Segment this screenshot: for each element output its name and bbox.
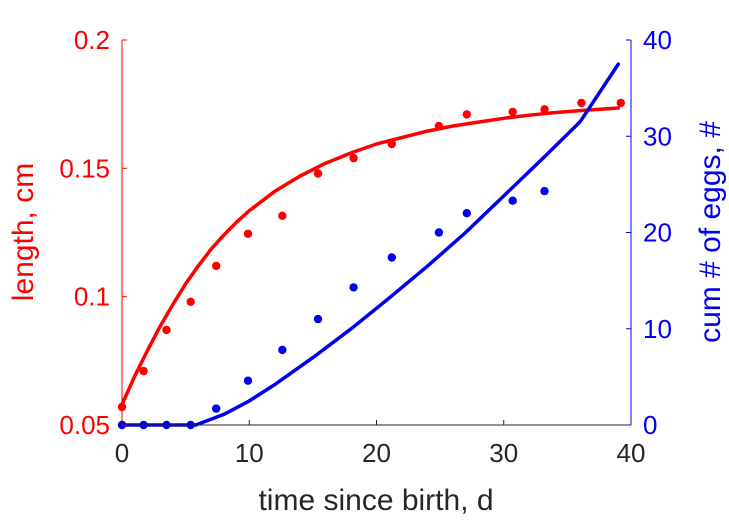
length-data-point bbox=[349, 153, 358, 163]
series-layer bbox=[117, 62, 625, 430]
right-y-tick-label: 30 bbox=[643, 121, 672, 151]
left-axis-label: length, cm bbox=[7, 163, 40, 301]
right-y-tick-label: 40 bbox=[643, 25, 672, 55]
left-y-tick-label: 0.2 bbox=[74, 25, 110, 55]
x-tick-label: 10 bbox=[235, 438, 264, 468]
right-y-tick-label: 20 bbox=[643, 218, 672, 248]
length-data-point bbox=[212, 261, 221, 271]
length-data-point bbox=[577, 98, 586, 108]
left-y-tick-label: 0.1 bbox=[74, 282, 110, 312]
x-tick-label: 20 bbox=[362, 438, 391, 468]
x-axis-label: time since birth, d bbox=[258, 484, 493, 517]
eggs-data-point bbox=[462, 209, 471, 218]
length-data-point bbox=[139, 366, 148, 376]
right-axis-label: cum # of eggs, # bbox=[694, 121, 727, 343]
left-y-tick-label: 0.05 bbox=[59, 410, 110, 440]
eggs-data-point bbox=[434, 228, 444, 237]
x-tick-label: 0 bbox=[115, 438, 129, 468]
length-data-point bbox=[616, 98, 625, 108]
ticks-layer: 0 10 20 30 40 0.05 0.1 0.15 0.2 0 10 20 30 40 bbox=[59, 25, 672, 468]
eggs-data-point bbox=[278, 345, 287, 355]
right-y-tick-label: 10 bbox=[643, 314, 672, 344]
length-data-point bbox=[313, 169, 323, 178]
eggs-data-point bbox=[387, 253, 396, 262]
eggs-data-point bbox=[540, 186, 549, 196]
length-data-point bbox=[462, 110, 471, 119]
eggs-data-point bbox=[243, 376, 253, 385]
left-y-tick-label: 0.15 bbox=[59, 153, 110, 183]
x-tick-label: 40 bbox=[617, 438, 646, 468]
eggs-data-point bbox=[349, 283, 358, 292]
right-y-tick-label: 0 bbox=[643, 410, 657, 440]
length-data-point bbox=[540, 105, 549, 114]
length-data-point bbox=[162, 325, 171, 335]
length-data-point bbox=[278, 211, 287, 220]
axes-layer bbox=[121, 40, 632, 426]
eggs-data-point bbox=[508, 196, 517, 205]
length-fit-line bbox=[120, 106, 621, 407]
x-tick-label: 30 bbox=[489, 438, 518, 468]
eggs-data-point bbox=[313, 314, 323, 324]
length-data-point bbox=[508, 107, 517, 117]
length-data-point bbox=[243, 229, 253, 238]
eggs-data-point bbox=[212, 404, 221, 413]
eggs-fit-line bbox=[120, 62, 621, 427]
length-data-point bbox=[186, 297, 195, 306]
